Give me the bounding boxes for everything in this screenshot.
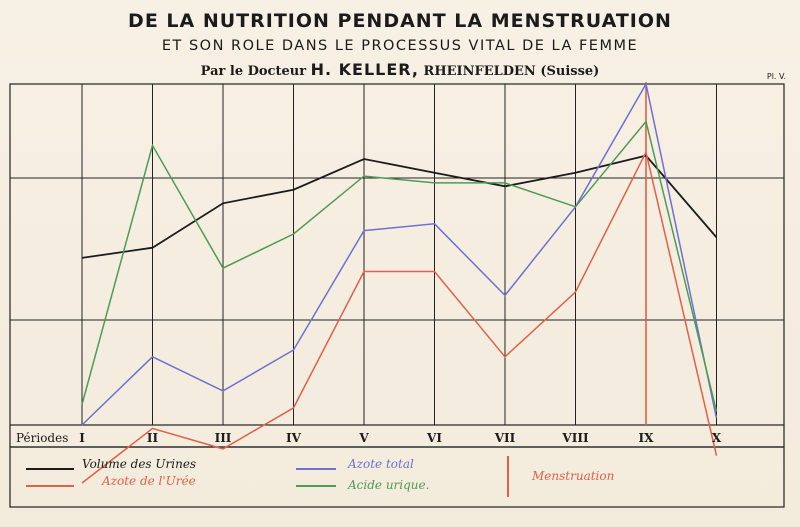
x-tick-label: IX <box>639 431 655 445</box>
plate-number: Pl. V. <box>766 72 786 81</box>
author-place: RHEINFELDEN (Suisse) <box>423 64 600 79</box>
chart-subtitle: ET SON ROLE DANS LE PROCESSUS VITAL DE L… <box>161 38 639 54</box>
author-name: H. KELLER, <box>310 60 419 79</box>
x-tick-label: VIII <box>561 431 589 445</box>
legend-azote-total-label: Azote total <box>347 457 414 471</box>
legend-azote-uree-label: Azote de l'Urée <box>101 474 196 488</box>
legend: Volume des Urines Azote de l'Urée Azote to… <box>26 456 614 497</box>
x-tick-label: X <box>712 431 722 445</box>
legend-frame <box>9 446 785 508</box>
grid <box>9 83 785 508</box>
x-axis-label: Périodes <box>16 431 68 445</box>
x-tick-label: VII <box>494 431 516 445</box>
plot-frame <box>9 83 785 426</box>
x-tick-label: VI <box>426 431 442 445</box>
chart-title: DE LA NUTRITION PENDANT LA MENSTRUATION <box>128 10 672 32</box>
x-axis-ticks: Périodes I II III IV V VI VII VIII IX X <box>16 431 722 445</box>
series-azote-uree <box>81 150 718 484</box>
x-tick-label: II <box>147 431 159 445</box>
x-tick-label: III <box>215 431 232 445</box>
x-tick-label: I <box>79 431 85 445</box>
legend-acide-urique-label: Acide urique. <box>347 478 429 492</box>
legend-volume-urines-label: Volume des Urines <box>82 457 196 471</box>
series-acide-urique <box>81 119 718 412</box>
author-line: Par le Docteur H. KELLER, RHEINFELDEN (S… <box>0 60 800 79</box>
series-azote-total <box>81 81 718 426</box>
x-tick-label: V <box>358 431 369 445</box>
author-prefix: Par le Docteur <box>200 64 307 79</box>
legend-menstruation-label: Menstruation <box>531 469 614 483</box>
series-volume-urines <box>81 154 718 259</box>
series-lines <box>81 81 718 484</box>
x-tick-label: IV <box>286 431 302 445</box>
